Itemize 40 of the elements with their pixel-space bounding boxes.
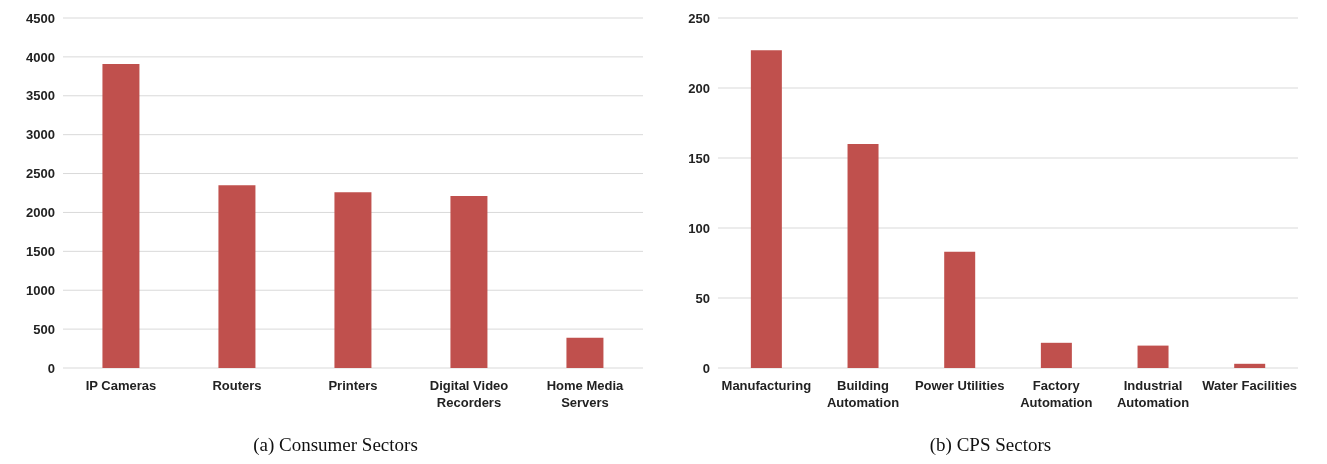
bar <box>1137 345 1169 368</box>
bar <box>944 251 976 368</box>
bar <box>750 50 782 368</box>
x-tick-label: Power Utilities <box>914 378 1005 393</box>
y-tick-label: 2500 <box>26 166 55 182</box>
bar <box>566 337 604 368</box>
bar <box>102 63 140 368</box>
y-tick-label: 1500 <box>26 243 55 259</box>
y-tick-label: 1000 <box>26 282 55 298</box>
y-tick-label: 250 <box>688 10 710 26</box>
y-tick-label: 500 <box>33 321 55 337</box>
y-tick-label: 4000 <box>26 49 55 65</box>
y-tick-label: 0 <box>47 360 55 376</box>
y-tick-label: 4500 <box>26 10 55 26</box>
bar <box>847 144 879 368</box>
y-tick-label: 2000 <box>26 205 55 221</box>
bar <box>1234 363 1266 368</box>
x-tick-label: Home Media Servers <box>546 378 625 410</box>
bar <box>450 196 488 368</box>
bar <box>218 185 256 368</box>
x-tick-label: Printers <box>328 378 378 393</box>
y-tick-label: 200 <box>688 80 710 96</box>
y-tick-label: 50 <box>695 290 710 306</box>
x-tick-label: Industrial Automation <box>1116 378 1190 410</box>
x-tick-label: Routers <box>212 378 262 393</box>
x-tick-label: Water Facilities <box>1202 378 1298 393</box>
bar <box>1040 342 1072 368</box>
y-tick-label: 3500 <box>26 88 55 104</box>
bar <box>334 192 372 368</box>
y-tick-label: 100 <box>688 220 710 236</box>
x-tick-label: Manufacturing <box>721 378 812 393</box>
x-tick-label: Digital Video Recorders <box>429 378 509 410</box>
text: (a) Consumer Sectors <box>252 434 419 456</box>
y-tick-label: 0 <box>702 360 710 376</box>
y-tick-label: 3000 <box>26 127 55 143</box>
x-tick-label: Factory Automation <box>1020 378 1093 410</box>
y-tick-label: 150 <box>688 150 710 166</box>
text: (b) CPS Sectors <box>928 434 1053 456</box>
x-tick-label: IP Cameras <box>85 378 157 393</box>
x-tick-label: Building Automation <box>826 378 900 410</box>
